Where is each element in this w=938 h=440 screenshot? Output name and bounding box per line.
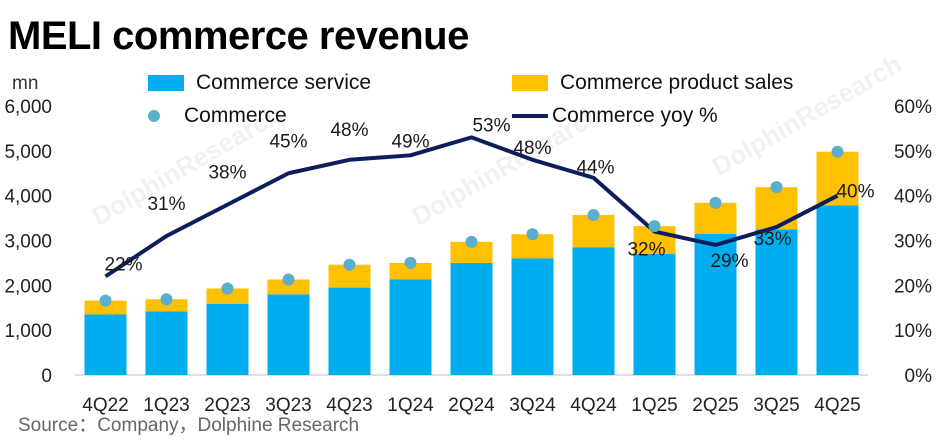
- bar-commerce-service: [572, 247, 615, 375]
- y-tick-label: 4,000: [4, 187, 52, 208]
- y-tick-label: 3,000: [4, 232, 52, 253]
- legend-service: Commerce service: [148, 71, 371, 95]
- yoy-data-label: 45%: [269, 131, 307, 152]
- unit-label: mn: [12, 73, 39, 94]
- commerce-dot: [282, 273, 295, 286]
- x-tick-label: 3Q24: [509, 395, 556, 416]
- bar-commerce-product: [389, 262, 432, 280]
- legend-commerce: Commerce: [136, 104, 287, 128]
- commerce-dot: [99, 294, 112, 307]
- yoy-data-label: 49%: [391, 131, 429, 152]
- commerce-dot: [648, 220, 661, 233]
- bar-commerce-product: [206, 288, 249, 304]
- commerce-dot: [343, 258, 356, 271]
- bar-commerce-product: [450, 241, 493, 263]
- chart-title: MELI commerce revenue: [8, 14, 469, 58]
- legend-commerce-label: Commerce: [184, 104, 287, 127]
- bar-commerce-product: [328, 264, 371, 288]
- x-tick-label: 3Q23: [265, 395, 311, 416]
- commerce-dot: [160, 293, 173, 306]
- x-tick-label: 4Q23: [326, 395, 372, 416]
- commerce-dot: [587, 208, 600, 221]
- y-tick-label: 6,000: [4, 97, 52, 118]
- legend-yoy: Commerce yoy %: [512, 104, 718, 128]
- bar-commerce-service: [84, 314, 127, 375]
- commerce-dot: [465, 235, 478, 248]
- bar-commerce-service: [328, 287, 371, 375]
- bar-commerce-service: [206, 303, 249, 375]
- legend-service-label: Commerce service: [196, 71, 372, 94]
- x-tick-label: 4Q25: [814, 395, 860, 416]
- commerce-dot: [831, 145, 844, 158]
- legend-product: Commerce product sales: [512, 71, 793, 95]
- x-tick-label: 1Q23: [143, 395, 189, 416]
- commerce-dot: [221, 282, 234, 295]
- legend-product-label: Commerce product sales: [560, 71, 794, 94]
- y2-tick-label: 30%: [894, 232, 932, 253]
- yoy-data-label: 44%: [576, 158, 614, 179]
- y2-tick-label: 10%: [894, 321, 932, 342]
- yoy-data-label: 38%: [208, 163, 246, 184]
- bar-commerce-service: [145, 311, 188, 375]
- bar-commerce-service: [389, 279, 432, 375]
- y2-tick-label: 50%: [894, 142, 932, 163]
- yoy-data-label: 22%: [104, 254, 142, 275]
- commerce-dot: [770, 181, 783, 194]
- y-tick-label: 2,000: [4, 276, 52, 297]
- x-tick-label: 2Q24: [448, 395, 495, 416]
- y2-tick-label: 60%: [894, 97, 932, 118]
- y-tick-label: 1,000: [4, 321, 52, 342]
- bar-commerce-service: [694, 233, 737, 375]
- x-tick-label: 2Q23: [204, 395, 250, 416]
- commerce-dot: [709, 196, 722, 209]
- x-tick-label: 2Q25: [692, 395, 738, 416]
- bar-commerce-service: [511, 258, 554, 375]
- bar-commerce-service: [755, 229, 798, 375]
- x-tick-label: 1Q24: [387, 395, 434, 416]
- bar-commerce-service: [450, 262, 493, 375]
- x-tick-label: 3Q25: [753, 395, 799, 416]
- bar-commerce-service: [633, 253, 676, 375]
- y-tick-label: 0: [41, 366, 52, 387]
- yoy-data-label: 48%: [330, 120, 368, 141]
- yoy-line: [104, 135, 839, 279]
- y2-tick-label: 0%: [905, 366, 933, 387]
- x-tick-label: 4Q22: [82, 395, 128, 416]
- y2-tick-label: 40%: [894, 187, 932, 208]
- x-tick-label: 1Q25: [631, 395, 677, 416]
- bar-commerce-service: [267, 294, 310, 375]
- bar-commerce-product: [267, 279, 310, 295]
- yoy-data-label: 33%: [753, 229, 791, 250]
- commerce-dot: [404, 256, 417, 269]
- legend-product-swatch: [512, 75, 548, 91]
- yoy-data-label: 53%: [472, 115, 510, 136]
- bar-commerce-product: [145, 299, 188, 312]
- y2-tick-label: 20%: [894, 276, 932, 297]
- legend-yoy-swatch: [512, 114, 548, 118]
- yoy-data-label: 32%: [627, 240, 665, 261]
- yoy-data-label: 29%: [710, 251, 748, 272]
- commerce-dot: [526, 228, 539, 241]
- legend-yoy-label: Commerce yoy %: [552, 104, 718, 127]
- bar-commerce-service: [816, 205, 859, 375]
- y-tick-label: 5,000: [4, 142, 52, 163]
- legend-commerce-dot: [148, 110, 160, 122]
- source-note: Source：Company，Dolphine Research: [18, 415, 360, 436]
- x-tick-label: 4Q24: [570, 395, 617, 416]
- bar-commerce-product: [84, 300, 127, 315]
- bar-commerce-product: [755, 187, 798, 230]
- yoy-data-label: 40%: [836, 182, 874, 203]
- yoy-data-label: 31%: [147, 194, 185, 215]
- yoy-data-label: 48%: [513, 138, 551, 159]
- legend-service-swatch: [148, 75, 184, 91]
